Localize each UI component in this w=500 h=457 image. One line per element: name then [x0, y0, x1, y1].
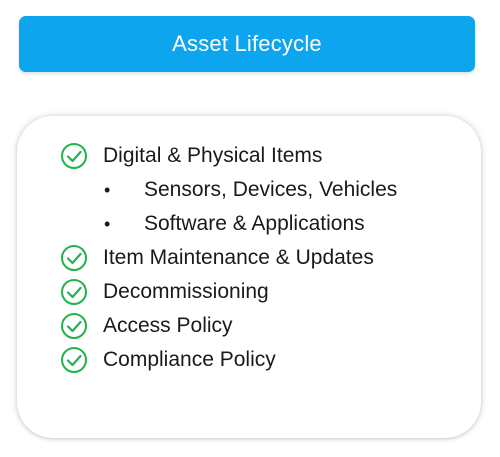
bullet-icon: •	[104, 213, 111, 234]
check-circle-icon	[61, 347, 87, 373]
list-item-label: Access Policy	[103, 314, 233, 337]
asset-lifecycle-header: Asset Lifecycle	[19, 16, 475, 72]
list-item-digital-physical-items: Digital & Physical Items	[60, 139, 480, 173]
sub-item-label: Software & Applications	[144, 212, 365, 235]
checklist: Digital & Physical Items • Sensors, Devi…	[60, 139, 480, 377]
check-circle-icon	[61, 143, 87, 169]
check-circle-icon	[61, 245, 87, 271]
header-title: Asset Lifecycle	[172, 31, 322, 56]
sub-item-sensors-devices-vehicles: • Sensors, Devices, Vehicles	[60, 173, 480, 207]
sub-item-software-applications: • Software & Applications	[60, 207, 480, 241]
sub-item-label: Sensors, Devices, Vehicles	[144, 178, 398, 201]
check-circle-icon	[61, 313, 87, 339]
check-circle-icon	[61, 279, 87, 305]
list-item-label: Decommissioning	[103, 280, 269, 303]
bullet-icon: •	[104, 179, 111, 200]
checklist-card	[17, 116, 481, 438]
list-item-label: Item Maintenance & Updates	[103, 246, 374, 269]
list-item-label: Digital & Physical Items	[103, 144, 323, 167]
list-item-item-maintenance-updates: Item Maintenance & Updates	[60, 241, 480, 275]
list-item-access-policy: Access Policy	[60, 309, 480, 343]
list-item-compliance-policy: Compliance Policy	[60, 343, 480, 377]
list-item-decommissioning: Decommissioning	[60, 275, 480, 309]
list-item-label: Compliance Policy	[103, 348, 276, 371]
